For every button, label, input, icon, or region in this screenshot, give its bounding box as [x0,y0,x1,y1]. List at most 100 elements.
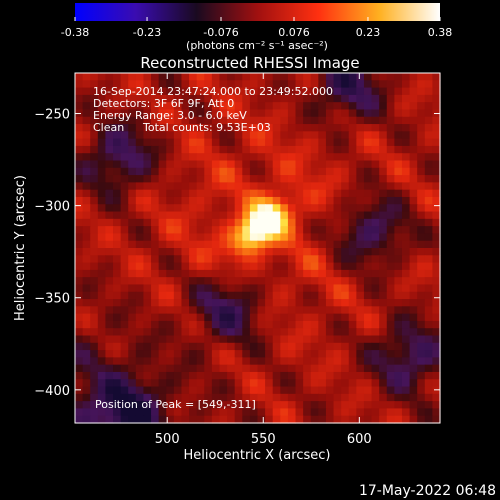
heatmap-cell [272,240,281,249]
heatmap-cell [97,80,107,89]
heatmap-cell [158,335,167,344]
heatmap-cell [363,189,373,198]
heatmap-cell [158,415,167,424]
heatmap-cell [272,182,281,191]
heatmap-cell [265,306,274,315]
heatmap-cell [242,211,251,220]
heatmap-cell [272,371,281,380]
heatmap-cell [113,109,122,118]
heatmap-cell [409,160,418,169]
x-axis-label: Heliocentric X (arcsec) [184,448,331,463]
heatmap-cell [287,233,297,242]
heatmap-cell [219,153,228,162]
heatmap-cell [432,415,441,424]
heatmap-cell [181,196,190,205]
heatmap-cell [105,80,114,89]
heatmap-cell [173,102,183,111]
heatmap-cell [173,153,183,162]
heatmap-cell [158,240,167,249]
heatmap-cell [82,248,91,256]
heatmap-cell [166,145,175,154]
heatmap-cell [394,284,403,293]
heatmap-cell [280,73,289,81]
heatmap-cell [249,175,259,183]
heatmap-cell [409,408,418,417]
heatmap-cell [341,233,350,242]
heatmap-cell [181,306,190,315]
heatmap-cell [242,262,251,271]
heatmap-cell [325,313,335,322]
heatmap-cell [394,371,403,380]
heatmap-cell [371,167,380,176]
heatmap-cell [227,124,236,132]
heatmap-cell [82,291,91,300]
heatmap-cell [310,277,319,286]
heatmap-cell [265,255,274,264]
heatmap-cell [181,124,190,132]
colorbar-tick-label: -0.076 [203,26,238,39]
heatmap-cell [82,240,91,249]
heatmap-cell [287,73,297,81]
heatmap-cell [310,131,319,140]
heatmap-cell [379,211,388,220]
heatmap-cell [303,189,312,198]
heatmap-cell [257,211,266,220]
heatmap-cell [173,306,183,315]
heatmap-cell [75,167,84,176]
total-counts-text: Total counts: 9.53E+03 [142,121,271,134]
heatmap-cell [379,80,388,89]
heatmap-cell [348,182,357,191]
heatmap-cell [379,371,388,380]
heatmap-cell [135,109,145,118]
heatmap-cell [158,87,167,96]
heatmap-cell [379,182,388,191]
heatmap-cell [432,379,441,388]
heatmap-cell [265,145,274,154]
heatmap-cell [325,350,335,358]
heatmap-cell [341,87,350,96]
heatmap-cell [234,386,243,395]
heatmap-cell [371,87,380,96]
heatmap-cell [82,328,91,337]
heatmap-cell [234,204,243,213]
heatmap-cell [432,189,441,198]
heatmap-cell [211,196,221,205]
heatmap-cell [173,167,183,176]
heatmap-cell [196,109,205,118]
heatmap-cell [204,386,213,395]
heatmap-cell [325,145,335,154]
heatmap-cell [432,102,441,111]
heatmap-cell [280,284,289,293]
heatmap-cell [325,138,335,147]
heatmap-cell [181,313,190,322]
heatmap-cell [379,269,388,278]
heatmap-cell [348,131,357,140]
heatmap-cell [82,189,91,198]
heatmap-cell [409,175,418,183]
heatmap-cell [287,102,297,111]
heatmap-cell [280,248,289,256]
heatmap-cell [120,167,129,176]
heatmap-cell [265,269,274,278]
heatmap-cell [257,299,266,307]
heatmap-cell [211,153,221,162]
heatmap-cell [90,73,99,81]
heatmap-cell [417,109,426,118]
heatmap-cell [219,291,228,300]
heatmap-cell [234,379,243,388]
heatmap-cell [265,196,274,205]
heatmap-cell [257,124,266,132]
colorbar-tick-label: -0.23 [133,26,161,39]
heatmap-cell [75,196,84,205]
heatmap-cell [371,262,380,271]
heatmap-cell [333,269,342,278]
heatmap-cell [318,328,327,337]
y-axis-label: Heliocentric Y (arcsec) [13,175,28,321]
heatmap-cell [287,320,297,329]
heatmap-cell [204,73,213,81]
heatmap-cell [82,167,91,176]
heatmap-cell [75,350,84,358]
heatmap-cell [257,371,266,380]
heatmap-cell [249,94,259,103]
heatmap-cell [196,73,205,81]
